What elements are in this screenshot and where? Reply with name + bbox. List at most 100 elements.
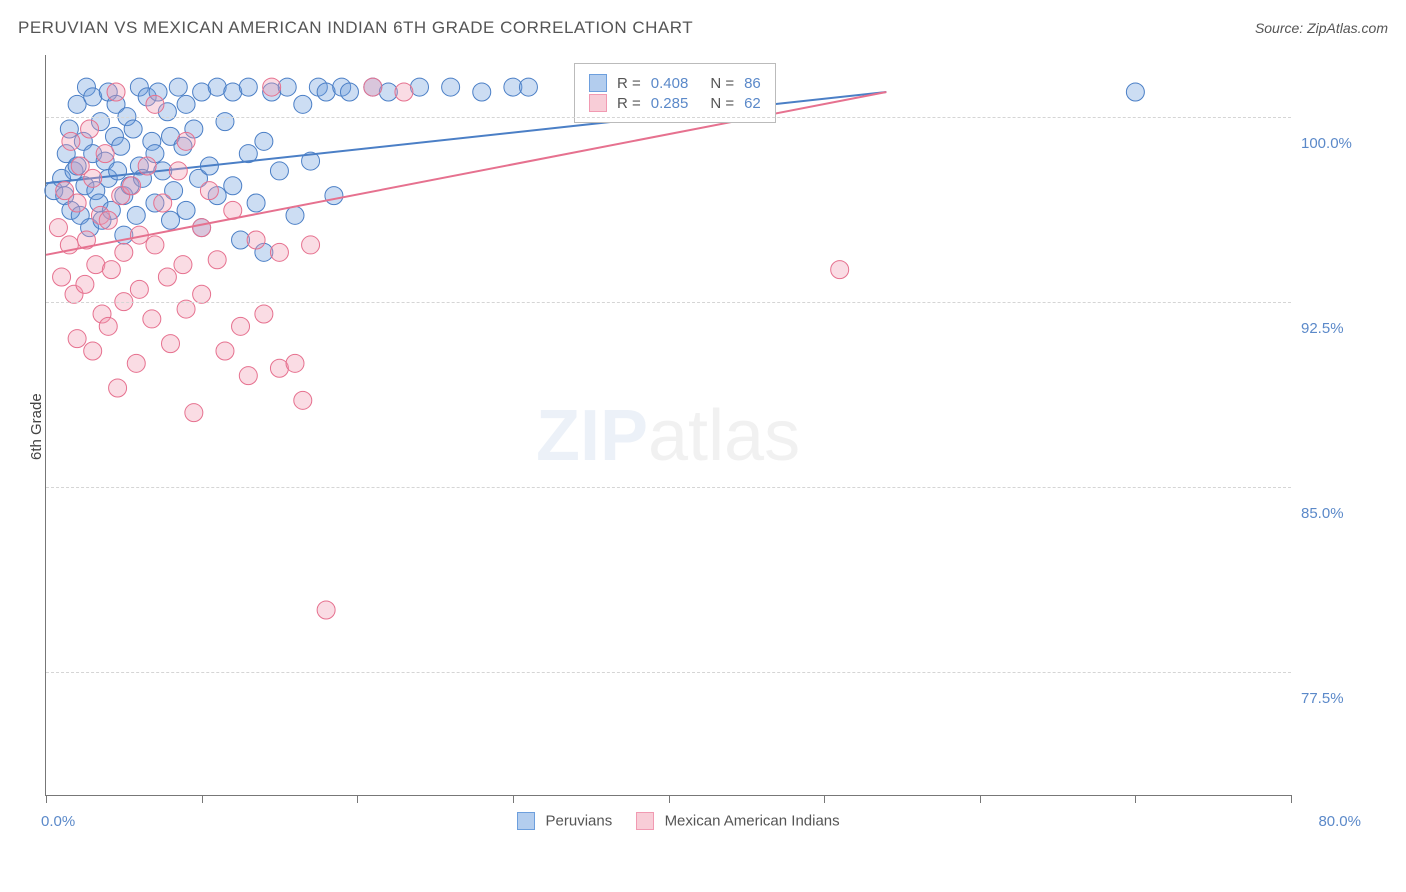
mexican-point xyxy=(154,194,172,212)
mexican-point xyxy=(143,310,161,328)
mexican-point xyxy=(286,354,304,372)
peruvians-point xyxy=(473,83,491,101)
stats-legend-box: R = 0.408N = 86 R = 0.285N = 62 xyxy=(574,63,776,123)
peruvians-point xyxy=(169,78,187,96)
peruvians-point xyxy=(255,132,273,150)
mexican-stats-row: R = 0.285N = 62 xyxy=(589,94,761,112)
peruvians-point xyxy=(127,206,145,224)
series-legend: Peruvians Mexican American Indians xyxy=(46,812,1291,830)
x-tick xyxy=(824,795,825,803)
x-tick xyxy=(513,795,514,803)
gridline xyxy=(46,672,1291,673)
peruvians-point xyxy=(286,206,304,224)
peruvians-stats-swatch xyxy=(589,74,607,92)
y-tick-label: 92.5% xyxy=(1301,320,1381,337)
y-axis-label: 6th Grade xyxy=(28,393,45,460)
peruvians-point xyxy=(1126,83,1144,101)
peruvians-swatch xyxy=(517,812,535,830)
mexican-point xyxy=(302,236,320,254)
mexican-point xyxy=(247,231,265,249)
peruvians-stats-row: R = 0.408N = 86 xyxy=(589,74,761,92)
peruvians-point xyxy=(224,177,242,195)
mexican-point xyxy=(193,219,211,237)
mexican-point xyxy=(232,317,250,335)
mexican-point xyxy=(162,335,180,353)
peruvians-point xyxy=(216,113,234,131)
mexican-point xyxy=(68,330,86,348)
mexican-point xyxy=(109,379,127,397)
mexican-point xyxy=(53,268,71,286)
mexican-point xyxy=(200,182,218,200)
mexican-point xyxy=(84,342,102,360)
peruvians-point xyxy=(325,187,343,205)
mexican-point xyxy=(177,132,195,150)
mexican-point xyxy=(99,317,117,335)
mexican-point xyxy=(96,145,114,163)
mexican-point xyxy=(263,78,281,96)
mexican-point xyxy=(81,120,99,138)
mexican-point xyxy=(146,236,164,254)
mexican-point xyxy=(169,162,187,180)
y-tick-label: 77.5% xyxy=(1301,690,1381,707)
peruvians-point xyxy=(294,95,312,113)
mexican-point xyxy=(99,211,117,229)
mexican-point xyxy=(68,194,86,212)
peruvians-point xyxy=(442,78,460,96)
mexican-point xyxy=(317,601,335,619)
mexican-point xyxy=(146,95,164,113)
mexican-point xyxy=(130,280,148,298)
mexican-point xyxy=(138,157,156,175)
peruvians-point xyxy=(177,201,195,219)
peruvians-point xyxy=(270,162,288,180)
mexican-point xyxy=(174,256,192,274)
mexican-point xyxy=(270,243,288,261)
chart-title: PERUVIAN VS MEXICAN AMERICAN INDIAN 6TH … xyxy=(18,18,693,38)
x-tick xyxy=(669,795,670,803)
x-tick xyxy=(202,795,203,803)
mexican-point xyxy=(831,261,849,279)
gridline xyxy=(46,117,1291,118)
mexican-swatch xyxy=(636,812,654,830)
mexican-stats-swatch xyxy=(589,94,607,112)
gridline xyxy=(46,302,1291,303)
mexican-point xyxy=(76,275,94,293)
mexican-point xyxy=(123,177,141,195)
peruvians-point xyxy=(340,83,358,101)
mexican-point xyxy=(49,219,67,237)
x-tick xyxy=(980,795,981,803)
chart-plot-area: ZIPatlas R = 0.408N = 86R = 0.285N = 62 … xyxy=(45,55,1291,796)
peruvians-point xyxy=(162,211,180,229)
mexican-point xyxy=(107,83,125,101)
scatter-plot-svg xyxy=(46,55,1291,795)
mexican-legend-label: Mexican American Indians xyxy=(665,813,840,830)
x-tick xyxy=(1291,795,1292,803)
y-tick-label: 100.0% xyxy=(1301,135,1381,152)
mexican-point xyxy=(84,169,102,187)
title-bar: PERUVIAN VS MEXICAN AMERICAN INDIAN 6TH … xyxy=(18,18,1388,38)
mexican-point xyxy=(364,78,382,96)
peruvians-point xyxy=(177,95,195,113)
mexican-point xyxy=(115,243,133,261)
peruvians-point xyxy=(239,78,257,96)
mexican-point xyxy=(395,83,413,101)
peruvians-point xyxy=(109,162,127,180)
source-label: Source: ZipAtlas.com xyxy=(1255,20,1388,36)
mexican-point xyxy=(294,391,312,409)
mexican-point xyxy=(127,354,145,372)
mexican-point xyxy=(177,300,195,318)
peruvians-point xyxy=(519,78,537,96)
x-axis-max-label: 80.0% xyxy=(1318,813,1361,830)
x-tick xyxy=(357,795,358,803)
mexican-point xyxy=(158,268,176,286)
mexican-point xyxy=(102,261,120,279)
mexican-point xyxy=(185,404,203,422)
peruvians-legend-label: Peruvians xyxy=(546,813,613,830)
mexican-point xyxy=(216,342,234,360)
mexican-point xyxy=(62,132,80,150)
x-tick xyxy=(46,795,47,803)
peruvians-point xyxy=(247,194,265,212)
gridline xyxy=(46,487,1291,488)
peruvians-point xyxy=(124,120,142,138)
mexican-point xyxy=(255,305,273,323)
y-tick-label: 85.0% xyxy=(1301,505,1381,522)
